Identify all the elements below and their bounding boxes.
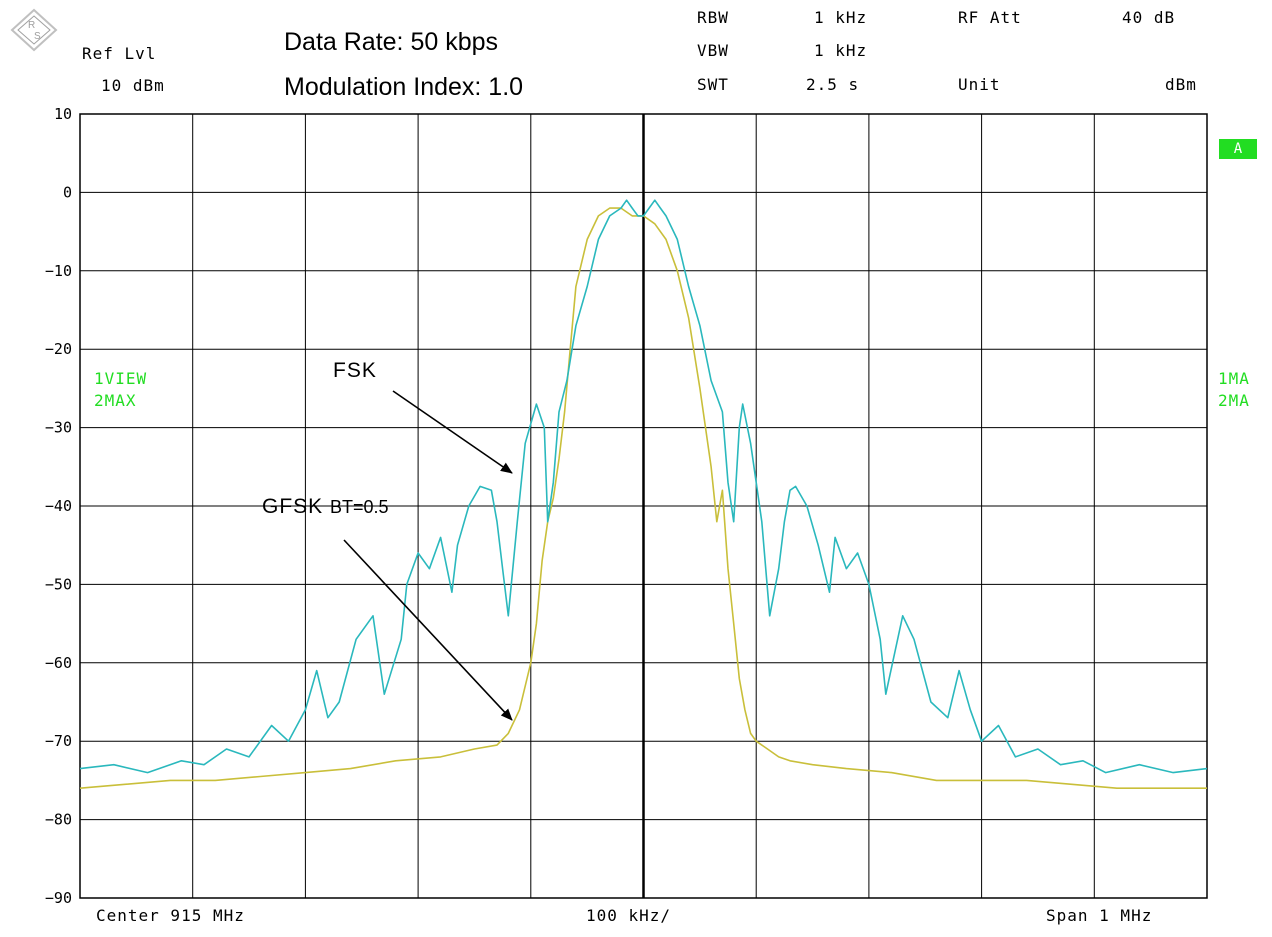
svg-text:S: S [34, 31, 41, 42]
y-tick-label: −40 [45, 497, 72, 515]
data-rate-annotation: Data Rate: 50 kbps [284, 28, 499, 56]
unit-value: dBm [1165, 75, 1197, 94]
y-tick-label: −10 [45, 262, 72, 280]
y-tick-label: −50 [45, 575, 72, 593]
fsk-arrow [392, 390, 513, 474]
rf-att-value: 40 dB [1122, 8, 1176, 27]
y-tick-label: −80 [45, 811, 72, 829]
per-division-label: 100 kHz/ [586, 906, 672, 925]
modulation-index-annotation: Modulation Index: 1.0 [284, 73, 524, 101]
swt-label: SWT [697, 75, 729, 94]
grid-lines [80, 114, 1207, 898]
y-tick-label: 0 [63, 183, 72, 201]
unit-label: Unit [958, 75, 1001, 94]
span-label: Span 1 MHz [1046, 906, 1153, 925]
series-layer [79, 199, 1208, 789]
rf-att-label: RF Att [958, 8, 1022, 27]
swt-value: 2.5 s [806, 75, 860, 94]
y-tick-labels: 10 0 −10 −20 −30 −40 −50 −60 −70 −80 −90 [45, 105, 72, 907]
gfsk-bt-annotation: BT=0.5 [330, 497, 389, 517]
fsk-trace [79, 199, 1208, 774]
trace-a-badge: A [1219, 139, 1257, 159]
gfsk-annotation: GFSK [262, 495, 324, 518]
gfsk-arrow [343, 539, 513, 721]
trace1-mode-label: 1VIEW [94, 369, 148, 388]
y-tick-label: −70 [45, 732, 72, 750]
fsk-annotation: FSK [333, 359, 377, 382]
annotation-arrows [343, 390, 513, 721]
trace1-right-label: 1MA [1218, 369, 1250, 388]
y-tick-label: −90 [45, 889, 72, 907]
y-tick-label: −30 [45, 419, 72, 437]
rbw-value: 1 kHz [814, 8, 868, 27]
rbw-label: RBW [697, 8, 729, 27]
y-tick-label: −20 [45, 340, 72, 358]
center-frequency-label: Center 915 MHz [96, 906, 245, 925]
vbw-value: 1 kHz [814, 41, 868, 60]
y-tick-label: −60 [45, 654, 72, 672]
ref-level-value: 10 dBm [101, 76, 165, 95]
ref-level-label: Ref Lvl [82, 44, 157, 63]
trace2-mode-label: 2MAX [94, 391, 137, 410]
svg-text:R: R [28, 20, 35, 31]
y-tick-label: 10 [54, 105, 72, 123]
rohde-schwarz-logo-icon: R S [10, 8, 58, 52]
trace2-right-label: 2MA [1218, 391, 1250, 410]
vbw-label: VBW [697, 41, 729, 60]
